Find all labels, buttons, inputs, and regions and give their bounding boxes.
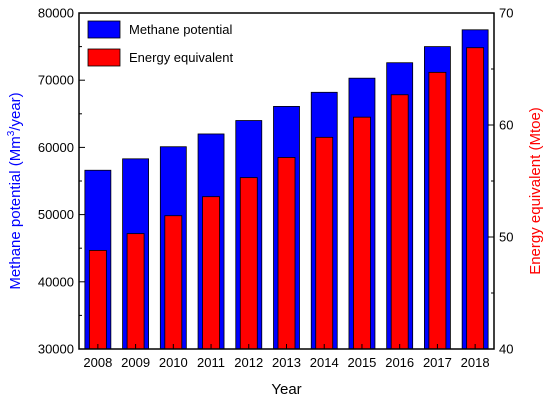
- left-tick-label: 60000: [38, 140, 74, 155]
- x-tick-label: 2008: [83, 355, 112, 370]
- bar-energy-2012: [239, 177, 258, 350]
- bar-energy-2009: [126, 233, 145, 350]
- left-axis-title: Methane potential (Mm3/year): [6, 92, 24, 289]
- right-tick-label: 60: [499, 118, 513, 133]
- bar-energy-2014: [315, 136, 334, 350]
- x-tick-label: 2015: [347, 355, 376, 370]
- left-tick-label: 70000: [38, 73, 74, 88]
- left-tick-label: 40000: [38, 274, 74, 289]
- x-tick-label: 2010: [159, 355, 188, 370]
- x-tick-label: 2014: [310, 355, 339, 370]
- x-tick-label: 2016: [385, 355, 414, 370]
- left-axis-title-suffix: /year): [7, 92, 24, 130]
- legend-swatch-methane-potential: [87, 20, 121, 39]
- bar-energy-2008: [88, 250, 107, 350]
- bar-energy-2015: [353, 116, 371, 350]
- left-tick-label: 30000: [38, 342, 74, 357]
- right-axis-ticks: 40 50 60 70: [488, 6, 513, 357]
- x-tick-label: 2013: [272, 355, 301, 370]
- left-tick-label: 80000: [38, 6, 74, 21]
- left-tick-label: 50000: [38, 207, 74, 222]
- right-axis-title: Energy equivalent (Mtoe): [527, 107, 544, 275]
- bar-energy-2017: [428, 71, 447, 350]
- legend-swatch-energy-equivalent: [87, 48, 121, 67]
- x-tick-label: 2018: [461, 355, 490, 370]
- x-axis-ticks: 2008 2009 2010 2011 2012 2013 2014 2015 2016 2017…: [83, 344, 490, 370]
- bar-energy-2018: [466, 47, 485, 350]
- x-tick-label: 2017: [423, 355, 452, 370]
- left-axis-title-superscript: 3: [6, 130, 17, 136]
- bar-energy-2016: [390, 94, 409, 350]
- x-tick-label: 2012: [234, 355, 263, 370]
- left-axis-title-prefix: Methane potential (Mm: [7, 136, 24, 289]
- legend-label-energy-equivalent: Energy equivalent: [129, 50, 233, 65]
- bar-energy-2013: [277, 157, 296, 350]
- bar-energy-2011: [202, 196, 220, 350]
- x-tick-label: 2011: [197, 355, 225, 370]
- right-tick-label: 40: [499, 342, 513, 357]
- right-tick-label: 70: [499, 6, 513, 21]
- left-axis-ticks: 30000 40000 50000 60000 70000 80000: [38, 6, 85, 357]
- bar-energy-2010: [164, 215, 183, 350]
- right-tick-label: 50: [499, 230, 513, 245]
- x-axis-title: Year: [271, 381, 301, 398]
- legend: Methane potential Energy equivalent: [87, 20, 233, 67]
- x-tick-label: 2009: [121, 355, 150, 370]
- legend-label-methane-potential: Methane potential: [129, 22, 232, 37]
